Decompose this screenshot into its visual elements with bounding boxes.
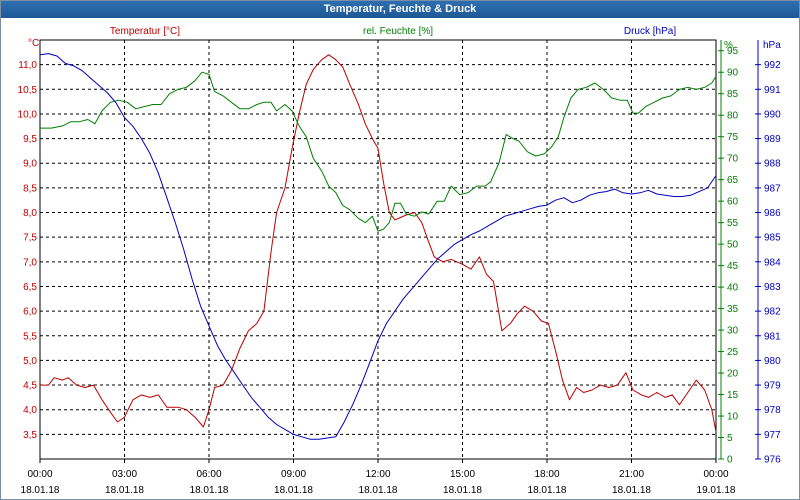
x-tick-time: 21:00	[619, 469, 644, 480]
humidity-tick-label: 40	[727, 283, 739, 294]
temperature-tick-label: 6,5	[23, 282, 37, 293]
temperature-tick-label: 8,0	[23, 208, 37, 219]
pressure-tick-label: 989	[764, 134, 781, 145]
pressure-line	[39, 53, 717, 440]
humidity-tick-label: 65	[727, 175, 739, 186]
temperature-tick-label: 5,0	[23, 356, 37, 367]
pressure-tick-label: 979	[764, 381, 781, 392]
temperature-tick-label: 4,5	[23, 381, 37, 392]
temperature-tick-label: 9,0	[23, 159, 37, 170]
pressure-tick-label: 985	[764, 233, 781, 244]
temperature-tick-label: 3,5	[23, 430, 37, 441]
temperature-line	[40, 54, 717, 432]
humidity-tick-label: 35	[727, 304, 739, 315]
temperature-header: Temperatur [°C]	[110, 26, 180, 37]
humidity-line	[40, 71, 717, 232]
humidity-tick-label: 45	[727, 261, 739, 272]
temperature-tick-label: 6,0	[23, 307, 37, 318]
window-title: Temperatur, Feuchte & Druck	[1, 1, 799, 18]
temperature-axis: 3,5 4,0 4,5 5,0 5,5 6,0 6,5 7,0 7,5 8,0 8,5 9,0 9,5 1…	[18, 60, 38, 441]
x-tick-time: 09:00	[281, 469, 306, 480]
temperature-tick-label: 5,5	[23, 331, 37, 342]
humidity-tick-label: 70	[727, 154, 739, 165]
temperature-tick-label: 7,5	[23, 233, 37, 244]
humidity-tick-label: 0	[727, 455, 733, 466]
humidity-unit-label: %	[724, 40, 733, 51]
x-tick-time: 03:00	[112, 469, 137, 480]
humidity-tick-label: 55	[727, 218, 739, 229]
pressure-tick-label: 982	[764, 307, 781, 318]
humidity-tick-label: 75	[727, 132, 739, 143]
humidity-tick-label: 80	[727, 111, 739, 122]
series-lines	[39, 53, 717, 440]
humidity-tick-label: 85	[727, 89, 739, 100]
humidity-tick-label: 30	[727, 326, 739, 337]
x-tick-time: 06:00	[196, 469, 221, 480]
temperature-unit-label: °C	[28, 38, 39, 49]
x-tick-date: 18.01.18	[612, 485, 651, 496]
x-tick-time: 15:00	[450, 469, 475, 480]
temperature-tick-label: 10,0	[18, 109, 38, 120]
temperature-tick-label: 8,5	[23, 183, 37, 194]
x-tick-time: 00:00	[27, 469, 52, 480]
pressure-axis: 976 977 978 979 980 981 982 983 984 985 986 987 988 9…	[755, 40, 781, 466]
x-tick-date: 18.01.18	[528, 485, 567, 496]
pressure-tick-label: 977	[764, 430, 781, 441]
humidity-tick-label: 15	[727, 390, 739, 401]
pressure-tick-label: 988	[764, 159, 781, 170]
pressure-header: Druck [hPa]	[624, 26, 676, 37]
pressure-unit-label: hPa	[763, 40, 781, 51]
temperature-tick-label: 7,0	[23, 257, 37, 268]
pressure-tick-label: 986	[764, 208, 781, 219]
temperature-tick-label: 9,5	[23, 134, 37, 145]
pressure-tick-label: 991	[764, 85, 781, 96]
temperature-tick-label: 4,0	[23, 405, 37, 416]
pressure-tick-label: 983	[764, 282, 781, 293]
pressure-tick-label: 976	[764, 455, 781, 466]
chart-grid	[40, 40, 716, 459]
humidity-tick-label: 25	[727, 347, 739, 358]
temperature-tick-label: 10,5	[18, 85, 38, 96]
humidity-tick-label: 90	[727, 68, 739, 79]
x-tick-time: 18:00	[534, 469, 559, 480]
x-tick-date: 18.01.18	[443, 485, 482, 496]
humidity-axis: 0 5 10 15 20 25 30 35 40 45 50 55 60 65 70 75 80 85 90 95	[718, 40, 739, 466]
pressure-tick-label: 987	[764, 183, 781, 194]
pressure-tick-label: 981	[764, 331, 781, 342]
x-tick-date: 18.01.18	[105, 485, 144, 496]
pressure-tick-label: 980	[764, 356, 781, 367]
humidity-tick-label: 20	[727, 369, 739, 380]
x-tick-date: 18.01.18	[359, 485, 398, 496]
humidity-tick-label: 10	[727, 412, 739, 423]
pressure-tick-label: 984	[764, 257, 781, 268]
pressure-tick-label: 992	[764, 60, 781, 71]
humidity-tick-label: 95	[727, 46, 739, 57]
humidity-tick-label: 50	[727, 240, 739, 251]
pressure-tick-label: 978	[764, 405, 781, 416]
humidity-header: rel. Feuchte [%]	[363, 26, 433, 37]
x-tick-date: 18.01.18	[190, 485, 229, 496]
humidity-tick-label: 5	[727, 433, 733, 444]
humidity-tick-label: 60	[727, 197, 739, 208]
x-tick-time: 12:00	[365, 469, 390, 480]
time-axis: 00:00 18.01.18 03:00 18.01.18 06:00 18.01.18 0…	[21, 459, 736, 496]
temperature-tick-label: 11,0	[18, 60, 37, 71]
pressure-tick-label: 990	[764, 109, 781, 120]
x-tick-date: 18.01.18	[274, 485, 313, 496]
x-tick-date: 18.01.18	[21, 485, 60, 496]
x-tick-date: 19.01.18	[697, 485, 736, 496]
x-tick-time: 00:00	[703, 469, 728, 480]
